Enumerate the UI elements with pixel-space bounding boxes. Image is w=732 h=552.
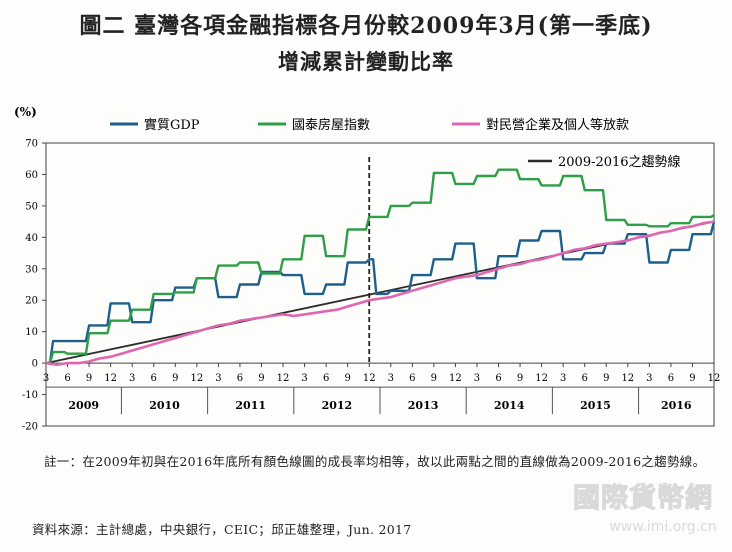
x-tick-label: 12 (535, 373, 548, 384)
y-axis-unit: (%) (14, 105, 37, 119)
x-tick-label: 12 (449, 373, 462, 384)
x-tick-label: 3 (129, 373, 135, 384)
x-tick-label: 3 (215, 373, 221, 384)
x-year-label: 2013 (408, 399, 439, 412)
watermark-url: www.imi.org.cn (609, 519, 717, 535)
x-tick-label: 3 (560, 373, 566, 384)
x-year-label: 2011 (235, 399, 266, 412)
x-tick-label: 12 (621, 373, 634, 384)
x-year-label: 2014 (494, 399, 525, 412)
y-tick-label: 30 (25, 264, 38, 275)
x-tick-label: 9 (172, 373, 178, 384)
x-year-label: 2015 (580, 399, 611, 412)
y-tick-label: 40 (25, 233, 38, 244)
chart-title-line2: 增減累計變動比率 (278, 49, 454, 74)
x-tick-label: 9 (258, 373, 264, 384)
x-tick-label: 6 (151, 373, 157, 384)
line-chart: -20 -10 0 10 20 30 40 50 60 70 (%) 3 6 9 12 3 6 9 12 3 6 9 12 3… (14, 105, 721, 433)
x-tick-label: 9 (344, 373, 350, 384)
y-tick-label: -10 (22, 390, 38, 401)
x-year-label: 2012 (322, 399, 353, 412)
x-year-label: 2009 (68, 399, 99, 412)
series-line-loan (45, 220, 715, 366)
x-tick-label: 3 (301, 373, 307, 384)
x-tick-label: 9 (431, 373, 437, 384)
watermark-logo: 國際貨幣網 www.imi.org.cn (548, 476, 732, 536)
chart-footnote: 註一：在2009年初與在2016年底所有顏色線圖的成長率均相等，故以此兩點之間的… (44, 454, 706, 469)
x-tick-label: 3 (646, 373, 652, 384)
y-tick-label: 20 (25, 296, 38, 307)
series-line-house (46, 168, 715, 365)
y-tick-label: -20 (22, 422, 38, 433)
x-tick-label: 3 (43, 373, 49, 384)
legend-label-loan: 對民營企業及個人等放款 (486, 117, 629, 133)
x-tick-label: 9 (517, 373, 523, 384)
x-tick-label: 6 (237, 373, 243, 384)
x-year-label: 2010 (149, 399, 180, 412)
x-tick-label: 12 (277, 373, 290, 384)
x-tick-label: 6 (582, 373, 588, 384)
plot-frame (45, 142, 715, 427)
x-tick-label: 6 (668, 373, 674, 384)
x-tick-label: 6 (495, 373, 501, 384)
x-year-label: 2016 (661, 399, 692, 412)
x-tick-label: 3 (388, 373, 394, 384)
x-tick-label: 12 (104, 373, 117, 384)
x-tick-label: 12 (363, 373, 376, 384)
y-tick-label: 0 (32, 359, 38, 370)
y-tick-label: 50 (25, 201, 38, 212)
x-tick-label: 9 (689, 373, 695, 384)
y-tick-label: 60 (25, 170, 38, 181)
x-tick-label: 12 (708, 373, 721, 384)
x-tick-label: 9 (86, 373, 92, 384)
x-tick-label: 12 (190, 373, 203, 384)
x-tick-label: 9 (603, 373, 609, 384)
data-source: 資料來源：主計總處，中央銀行，CEIC；邱正雄整理，Jun. 2017 (32, 522, 412, 537)
x-tick-label: 6 (323, 373, 329, 384)
x-tick-label: 6 (64, 373, 70, 384)
y-tick-label: 70 (25, 139, 38, 150)
watermark-text: 國際貨幣網 (573, 483, 713, 515)
legend-label-trend: 2009-2016之趨勢線 (558, 154, 681, 170)
legend-label-house: 國泰房屋指數 (292, 117, 370, 133)
legend-label-gdp: 實質GDP (144, 117, 200, 133)
chart-title-line1: 圖二 臺灣各項金融指標各月份較2009年3月(第一季底) (79, 13, 653, 39)
x-tick-label: 3 (474, 373, 480, 384)
y-tick-label: 10 (25, 327, 38, 338)
series-line-gdp (46, 221, 716, 365)
x-tick-label: 6 (409, 373, 415, 384)
